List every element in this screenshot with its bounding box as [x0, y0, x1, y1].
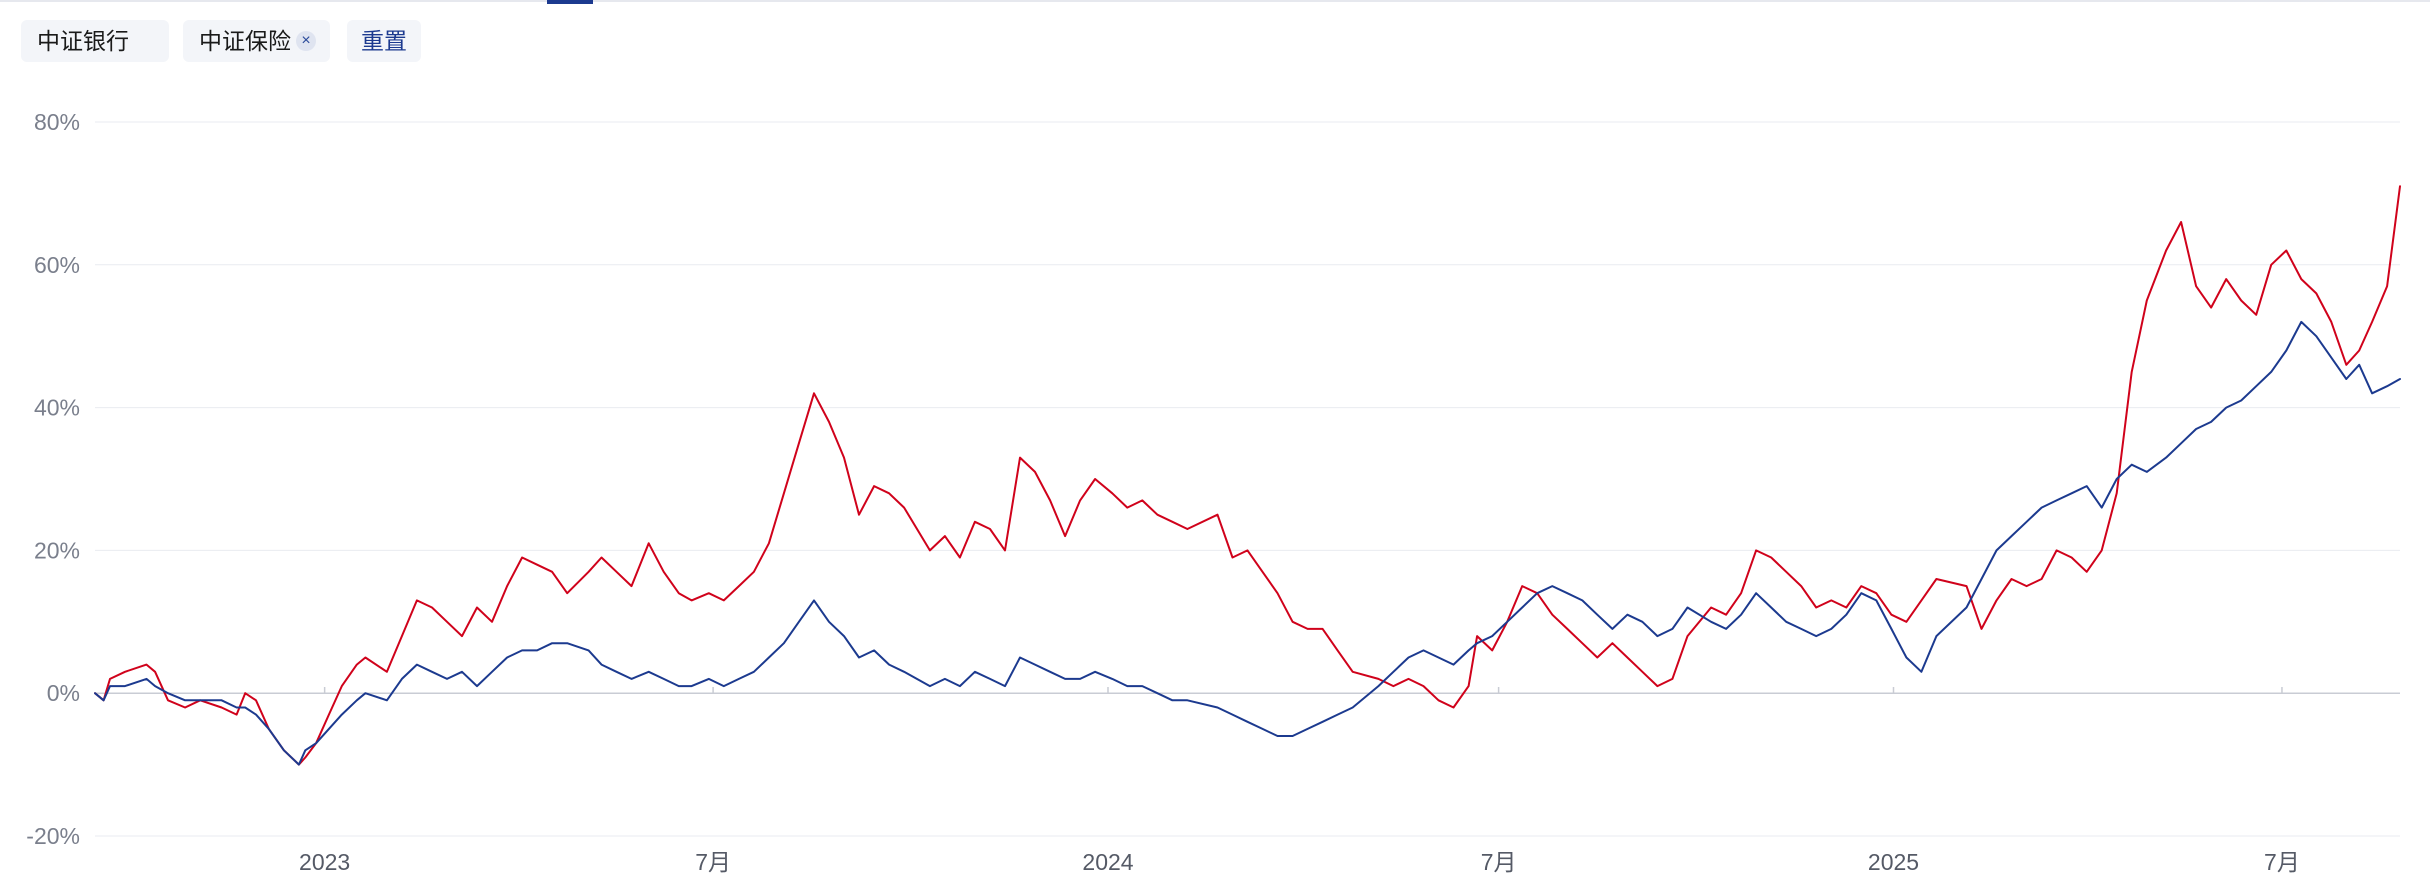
y-tick-label: 60% [34, 252, 80, 278]
y-tick-label: 80% [34, 109, 80, 135]
x-tick-label: 7月 [695, 849, 731, 875]
series-group [94, 185, 2401, 766]
y-tick-label: 20% [34, 537, 80, 563]
reset-button[interactable]: 重置 [347, 20, 421, 62]
x-tick-label: 2024 [1082, 849, 1133, 875]
x-tick-label: 7月 [2264, 849, 2300, 875]
reset-button-label: 重置 [361, 28, 407, 54]
x-tick-label: 2025 [1868, 849, 1919, 875]
y-tick-label: -20% [26, 823, 80, 849]
close-icon[interactable]: × [296, 31, 316, 51]
series-line [94, 185, 2401, 766]
filter-chip-bank-label: 中证银行 [37, 28, 129, 54]
series-group [94, 320, 2401, 766]
y-tick-label: 0% [47, 680, 80, 706]
x-tick-label: 7月 [1481, 849, 1517, 875]
filter-chip-bank[interactable]: 中证银行 [21, 20, 169, 62]
filter-chip-insurance[interactable]: 中证保险 × [183, 20, 330, 62]
filter-chip-insurance-label: 中证保险 [199, 28, 291, 54]
series-line [94, 320, 2401, 766]
y-tick-label: 40% [34, 395, 80, 421]
top-border [0, 0, 2430, 2]
x-tick-label: 2023 [299, 849, 350, 875]
active-tab-indicator [547, 0, 593, 4]
